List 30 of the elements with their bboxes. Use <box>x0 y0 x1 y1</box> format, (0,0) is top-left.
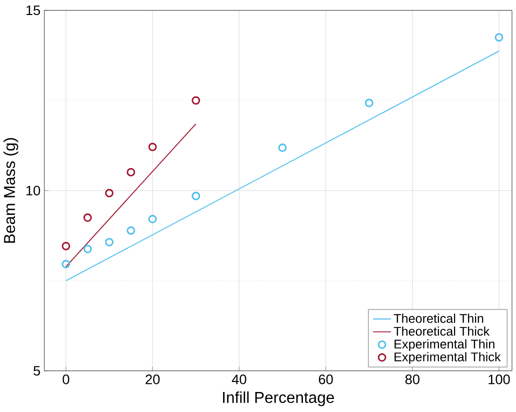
legend-label: Experimental Thick <box>394 352 501 364</box>
x-tick-label: 40 <box>232 374 246 384</box>
x-tick-label: 60 <box>318 374 333 384</box>
x-tick-label: 0 <box>62 374 70 384</box>
legend-label: Theoretical Thin <box>394 314 484 324</box>
point <box>192 96 200 105</box>
point <box>148 142 157 152</box>
y-tick-label: 10 <box>26 186 40 196</box>
point <box>126 168 136 177</box>
y-tick-label: 15 <box>26 6 40 16</box>
legend-label: Experimental Thin <box>394 339 494 352</box>
legend-label: Theoretical Thick <box>394 326 490 336</box>
point <box>105 189 114 198</box>
point <box>364 98 374 108</box>
point <box>494 33 504 42</box>
x-tick-label: 80 <box>405 374 420 384</box>
point <box>83 244 92 254</box>
point <box>83 214 92 222</box>
point <box>192 192 200 200</box>
point <box>62 260 70 268</box>
point <box>105 238 114 246</box>
point <box>62 242 70 250</box>
y-axis-title: Beam Mass (g) <box>4 138 18 243</box>
point <box>278 144 287 152</box>
x-axis-title: Infill Percentage <box>223 392 334 406</box>
point <box>126 226 136 235</box>
x-tick-label: 20 <box>146 374 160 384</box>
point <box>148 215 157 224</box>
y-tick-label: 5 <box>34 366 40 376</box>
x-tick-label: 100 <box>488 374 510 384</box>
